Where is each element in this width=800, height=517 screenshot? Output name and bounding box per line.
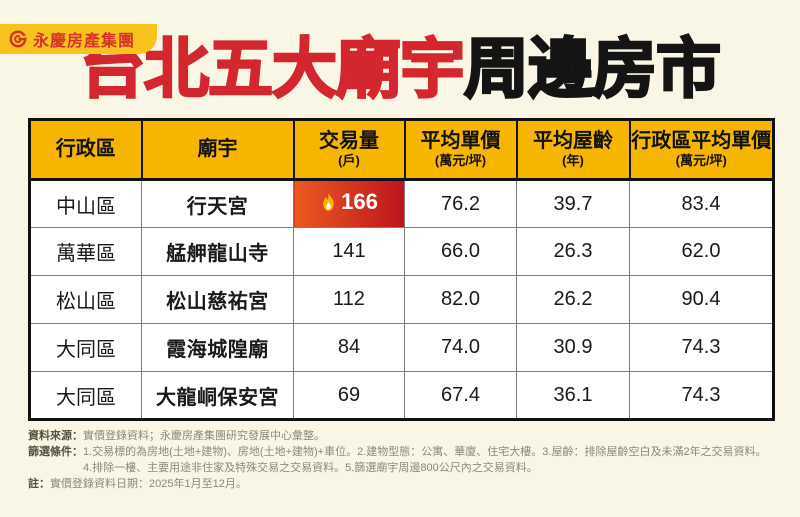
volume-cell: 84 [293,323,405,372]
footnote-source-label: 資料來源： [28,430,83,442]
title-rest: 周邊房市 [463,31,723,107]
table-row: 松山區 松山慈祐宮 112 82.0 26.2 90.4 [29,275,774,324]
col-header-volume: 交易量 (戶) [292,118,406,181]
avg-price-cell: 74.0 [404,323,517,372]
district-cell: 大同區 [29,371,142,420]
footnote-date-label: 註： [28,477,50,490]
col-header-unit: (萬元/坪) [434,152,487,168]
housing-table: 行政區 廟宇 交易量 (戶) 平均單價 (萬元/坪) 平均屋齡 (年) [28,118,775,421]
page-title: 台北五大廟宇周邊房市 [0,24,800,114]
avg-price-cell: 67.4 [404,371,517,420]
district-cell: 中山區 [29,179,142,228]
temple-cell: 大龍峒保安宮 [141,371,294,420]
footnote-date: 註： 實價登錄資料日期：2025年1月至12月。 [28,477,772,493]
brand-logo-icon [9,30,27,48]
avg-price-cell: 76.2 [404,179,517,228]
temple-cell: 霞海城隍廟 [141,323,294,372]
col-header-temple: 廟宇 [140,118,295,181]
avg-price-cell: 82.0 [404,275,517,324]
volume-cell: 141 [293,227,405,276]
col-header-unit: (萬元/坪) [675,152,727,168]
col-header-label: 平均單價 [420,129,501,152]
temple-cell: 艋舺龍山寺 [141,227,294,276]
district-avg-price-cell: 83.4 [629,179,774,228]
footnote-criteria-continued: 4.排除一樓、主要用途非住家及特殊交易之交易資料。5.篩選廟宇周邊800公尺內之… [28,461,772,477]
volume-cell: 112 [293,275,405,324]
col-header-label: 交易量 [319,129,379,152]
temple-cell: 松山慈祐宮 [141,275,294,324]
avg-age-cell: 36.1 [516,371,630,420]
col-header-label: 行政區平均單價 [631,129,772,152]
footnote-source-text: 實價登錄資料；永慶房產集團研究發展中心彙整。 [83,430,325,442]
footnotes: 資料來源： 實價登錄資料；永慶房產集團研究發展中心彙整。 篩選條件： 1.交易標… [28,429,772,493]
footnote-source: 資料來源： 實價登錄資料；永慶房產集團研究發展中心彙整。 [28,429,772,445]
table-row: 大同區 霞海城隍廟 84 74.0 30.9 74.3 [29,323,774,372]
footnote-criteria-text-2: 4.排除一樓、主要用途非住家及特殊交易之交易資料。5.篩選廟宇周邊800公尺內之… [83,461,538,474]
col-header-label: 廟宇 [197,138,238,160]
avg-price-cell: 66.0 [404,227,517,276]
district-avg-price-cell: 62.0 [629,227,774,276]
volume-cell: 69 [293,371,405,420]
col-header-label: 行政區 [55,138,116,160]
col-header-unit: (年) [562,152,584,168]
district-cell: 大同區 [29,323,142,372]
volume-value: 166 [341,189,378,214]
col-header-district-avg-price: 行政區平均單價 (萬元/坪) [628,118,775,181]
col-header-avg-age: 平均屋齡 (年) [515,118,631,181]
avg-age-cell: 39.7 [516,179,630,228]
district-avg-price-cell: 74.3 [629,323,774,372]
col-header-district: 行政區 [28,118,143,181]
table-row: 萬華區 艋舺龍山寺 141 66.0 26.3 62.0 [29,227,774,276]
brand-name: 永慶房產集團 [33,33,136,50]
table-header-row: 行政區 廟宇 交易量 (戶) 平均單價 (萬元/坪) 平均屋齡 (年) [28,118,775,181]
col-header-label: 平均屋齡 [533,129,613,152]
col-header-unit: (戶) [338,152,360,168]
temple-cell: 行天宮 [141,179,294,228]
district-cell: 萬華區 [29,227,142,276]
footnote-criteria-text-1: 1.交易標的為房地(土地+建物)、房地(土地+建物)+車位。2.建物型態：公寓、… [83,445,767,458]
avg-age-cell: 26.2 [516,275,630,324]
table-row: 大同區 大龍峒保安宮 69 67.4 36.1 74.3 [29,371,774,420]
footnote-criteria-label: 篩選條件： [28,445,83,458]
footnote-date-text: 實價登錄資料日期：2025年1月至12月。 [50,477,247,490]
volume-cell-hot: 166 [293,179,405,228]
district-avg-price-cell: 74.3 [629,371,774,420]
district-avg-price-cell: 90.4 [629,275,774,324]
avg-age-cell: 30.9 [516,323,630,372]
table-row: 中山區 行天宮 166 76.2 39.7 83.4 [29,179,774,228]
fire-icon [320,192,337,219]
district-cell: 松山區 [29,275,142,324]
avg-age-cell: 26.3 [516,227,630,276]
footnote-criteria: 篩選條件： 1.交易標的為房地(土地+建物)、房地(土地+建物)+車位。2.建物… [28,445,772,461]
infographic-page: 永慶房產集團 台北五大廟宇周邊房市 行政區 廟宇 交易量 (戶) [0,24,800,493]
col-header-avg-price: 平均單價 (萬元/坪) [403,118,518,181]
brand-badge: 永慶房產集團 [0,24,158,54]
